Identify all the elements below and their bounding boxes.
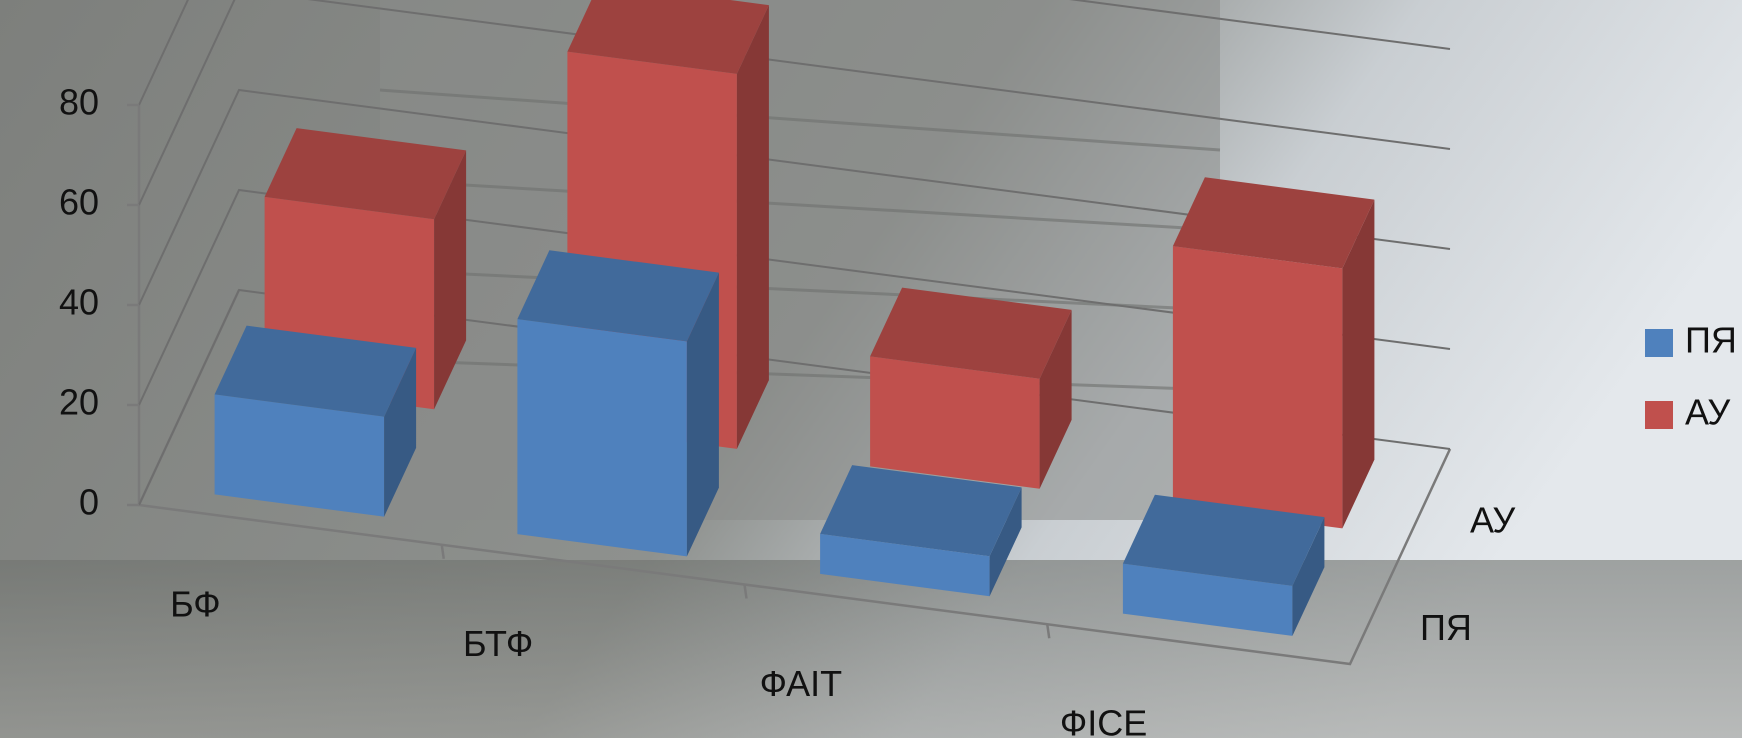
grid-line: [138, 188, 1451, 406]
bar-top: [870, 287, 1072, 379]
legend-swatch: [1645, 329, 1673, 357]
grid-line: [138, 0, 1451, 206]
bar-front: [820, 533, 990, 597]
legend-swatch: [1645, 401, 1673, 429]
ground: [0, 560, 1742, 738]
bar-top: [567, 0, 769, 74]
bar-front: [1172, 246, 1343, 529]
legend-label: АУ: [1685, 392, 1731, 433]
bar-front: [214, 394, 385, 517]
x-tick-label: ФІСЕ: [1060, 703, 1147, 738]
bar: [870, 287, 1072, 489]
depth-label: ПЯ: [1420, 607, 1472, 648]
bar-front: [517, 319, 687, 557]
bar: [1122, 494, 1325, 636]
x-tick-label: ФАІТ: [760, 663, 843, 704]
bar: [214, 325, 417, 517]
bar-side: [1039, 309, 1072, 489]
bar-top: [820, 465, 1022, 557]
y-tick-label: 40: [59, 282, 99, 323]
x-tick-label: БТФ: [463, 623, 533, 664]
bar: [517, 250, 719, 557]
bar-side: [384, 347, 417, 517]
depth-label: АУ: [1470, 499, 1516, 540]
bar-side: [686, 272, 719, 557]
grid-line: [138, 88, 1451, 306]
bar: [820, 465, 1022, 597]
x-tick: [1046, 624, 1051, 639]
bar-top: [264, 128, 467, 220]
y-tick-label: 60: [59, 182, 99, 223]
x-tick: [743, 584, 748, 599]
y-tick-label: 20: [59, 382, 99, 423]
legend-label: ПЯ: [1685, 320, 1737, 361]
bar-front: [1122, 563, 1293, 636]
bar: [264, 128, 467, 410]
bar-top: [1172, 177, 1375, 269]
bar: [1172, 177, 1375, 529]
bar-top: [517, 250, 719, 342]
bar-side: [1292, 517, 1325, 636]
x-tick-label: БФ: [170, 583, 221, 624]
bar-side: [736, 5, 769, 449]
bar-top: [214, 325, 417, 417]
grid-line: [138, 0, 1451, 106]
building: [380, 0, 1220, 520]
bar-side: [434, 150, 467, 410]
bar-top: [1122, 494, 1325, 586]
bar-side: [1342, 199, 1375, 529]
y-tick-label: 80: [59, 82, 99, 123]
x-tick: [440, 544, 445, 559]
bar-front: [870, 356, 1040, 489]
y-tick-label: 0: [79, 482, 99, 523]
bar-side: [989, 487, 1022, 597]
